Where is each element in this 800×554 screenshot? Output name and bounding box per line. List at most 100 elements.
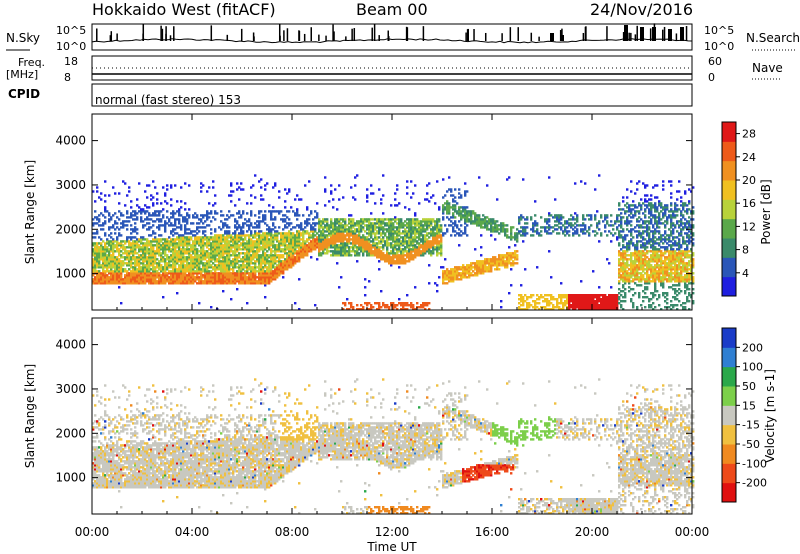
power-cell (204, 230, 207, 233)
power-cell (530, 216, 533, 219)
power-cell (172, 210, 175, 213)
power-cell (128, 236, 131, 239)
power-cell (190, 258, 193, 261)
power-cell (194, 270, 197, 273)
power-cell (172, 266, 175, 269)
power-cell (142, 258, 145, 261)
power-cell (156, 226, 159, 229)
power-cell (102, 250, 105, 253)
power-cell (112, 186, 115, 189)
power-cell (124, 240, 127, 243)
power-cell (182, 278, 185, 281)
power-cell (174, 212, 177, 215)
power-cell (108, 272, 111, 275)
power-cell (94, 262, 97, 265)
power-cell (118, 264, 121, 267)
power-cell (150, 282, 153, 285)
power-cell (146, 206, 149, 209)
power-cell (128, 258, 131, 261)
power-cell (178, 248, 181, 251)
power-cell (182, 234, 185, 237)
power-cell (190, 270, 193, 273)
power-cell (210, 232, 213, 235)
power-cell (182, 250, 185, 253)
power-cell (112, 242, 115, 245)
power-cell (210, 210, 213, 213)
power-cell (118, 260, 121, 263)
power-cell (168, 240, 171, 243)
power-cell (152, 262, 155, 265)
power-cell (152, 244, 155, 247)
power-cell (438, 206, 441, 209)
power-cell (140, 262, 143, 265)
power-cell (190, 260, 193, 263)
power-cell (188, 262, 191, 265)
power-cell (180, 272, 183, 275)
power-cell (164, 244, 167, 247)
power-cell (176, 292, 179, 295)
nsky-block (680, 27, 684, 41)
power-cell (110, 274, 113, 277)
power-cell (180, 214, 183, 217)
power-cell (540, 234, 543, 237)
power-cell (140, 210, 143, 213)
power-cell (120, 280, 123, 283)
power-cell (162, 272, 165, 275)
power-cell (180, 256, 183, 259)
power-cell (350, 186, 353, 189)
power-cell (138, 246, 141, 249)
power-cell (94, 210, 97, 213)
freq-scale-bottom: 8 (64, 71, 71, 84)
power-cell (352, 306, 355, 309)
power-cell (160, 254, 163, 257)
power-cell (124, 282, 127, 285)
power-cell (190, 266, 193, 269)
power-cell (100, 212, 103, 215)
power-cell (150, 198, 153, 201)
power-cell (186, 218, 189, 221)
power-cell (158, 264, 161, 267)
power-cell (98, 242, 101, 245)
power-cell (180, 276, 183, 279)
power-cell (148, 266, 151, 269)
power-cell (112, 264, 115, 267)
nsky-block (668, 29, 672, 41)
power-cell (146, 264, 149, 267)
power-cell (162, 282, 165, 285)
power-cell (410, 196, 413, 199)
power-cell (112, 282, 115, 285)
power-cell (196, 232, 199, 235)
power-cell (104, 258, 107, 261)
power-cell (140, 276, 143, 279)
power-cell (92, 236, 95, 239)
power-cell (94, 242, 97, 245)
power-cell (162, 216, 165, 219)
power-cell (104, 262, 107, 265)
power-cell (100, 254, 103, 257)
power-cell (156, 192, 159, 195)
power-cell (158, 238, 161, 241)
power-cell (264, 210, 267, 213)
power-cell (178, 250, 181, 253)
power-cell (180, 236, 183, 239)
power-cell (144, 204, 147, 207)
power-cell (148, 228, 151, 231)
power-cell (196, 214, 199, 217)
power-cell (192, 256, 195, 259)
power-cell (196, 216, 199, 219)
power-cell (436, 180, 439, 183)
power-cell (202, 184, 205, 187)
power-cell (108, 248, 111, 251)
power-cell (194, 246, 197, 249)
power-cell (114, 276, 117, 279)
power-cell (118, 250, 121, 253)
power-cell (474, 248, 477, 251)
power-cell (160, 220, 163, 223)
power-cell (134, 222, 137, 225)
power-cell (316, 202, 319, 205)
power-cell (162, 214, 165, 217)
power-cell (118, 244, 121, 247)
date-label: 24/Nov/2016 (590, 0, 694, 19)
power-cell (170, 232, 173, 235)
power-cell (146, 218, 149, 221)
